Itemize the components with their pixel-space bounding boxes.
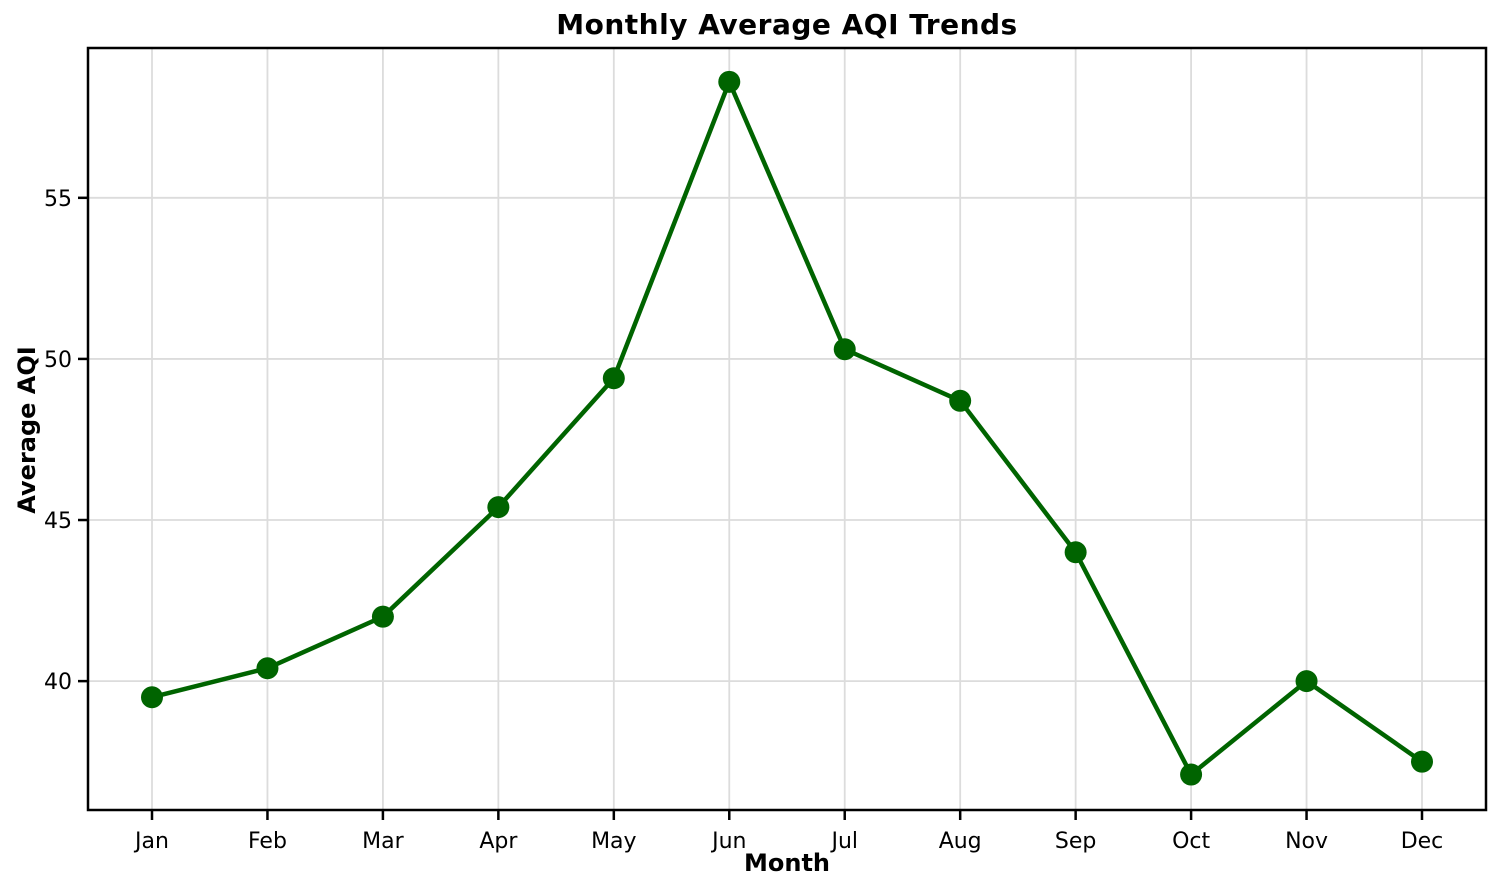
data-point-jun [718, 70, 741, 93]
plot-background [88, 48, 1486, 810]
x-tick-label: Oct [1172, 829, 1210, 854]
data-point-may [602, 367, 625, 390]
data-point-nov [1295, 670, 1318, 693]
y-tick-label: 55 [44, 187, 72, 212]
y-tick-label: 50 [44, 348, 72, 373]
data-point-jan [141, 686, 163, 709]
data-point-sep [1064, 541, 1087, 564]
y-tick-label: 45 [44, 509, 72, 534]
data-point-jul [833, 338, 856, 361]
x-tick-label: Dec [1401, 829, 1444, 854]
data-point-feb [256, 657, 279, 680]
data-point-aug [949, 389, 972, 412]
data-point-oct [1180, 763, 1203, 786]
data-point-mar [371, 605, 394, 628]
x-tick-label: Apr [479, 829, 518, 854]
y-tick-label: 40 [44, 670, 72, 695]
x-tick-label: Nov [1285, 829, 1328, 854]
chart-title: Monthly Average AQI Trends [556, 8, 1018, 41]
plot-border [86, 46, 1488, 812]
aqi-trend-line [149, 79, 1425, 777]
x-tick-label: May [591, 829, 636, 854]
data-point-apr [487, 496, 510, 519]
x-tick-label: Feb [248, 829, 287, 854]
x-axis-label: Month [743, 849, 830, 877]
x-tick-label: Jul [829, 829, 858, 854]
data-point-dec [1411, 750, 1433, 773]
x-tick-label: Aug [939, 829, 982, 854]
x-tick-label: Sep [1055, 829, 1096, 854]
x-tick-label: Mar [362, 829, 404, 854]
x-tick-label: Jan [133, 829, 169, 854]
x-tick-label: Jun [710, 829, 746, 854]
